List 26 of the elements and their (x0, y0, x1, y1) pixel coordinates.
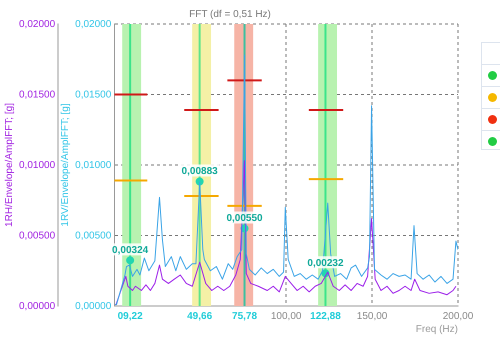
x-tick-label: 150,00 (356, 310, 388, 322)
ref-line-label: 49,66 (187, 310, 213, 322)
ref-line-label: 09,22 (118, 310, 144, 322)
x-tick-label: 200,00 (442, 310, 474, 322)
y2-tick-label: 0,01500 (75, 89, 112, 100)
y2-tick-label: 0,01000 (75, 160, 112, 171)
x-axis-title: Freq (Hz) (416, 324, 458, 335)
ref-line-label: 122,88 (310, 310, 342, 322)
y-tick-label: 0,01000 (18, 160, 56, 171)
x-tick-label: 100,00 (270, 310, 302, 322)
y-tick-label: 0,01500 (18, 89, 56, 100)
y-tick-label: 0,00500 (18, 230, 56, 242)
data-label: 0,00232 (307, 258, 344, 270)
y2-axis-title: 1RV/Envelope/AmplFFT; [g] (60, 103, 71, 227)
y-axis-title: 1RH/Envelope/AmplFFT; [g] (4, 102, 15, 227)
data-label: 0,00324 (112, 245, 149, 256)
point (126, 256, 134, 264)
data-label: 0,00883 (182, 166, 218, 178)
y2-tick-label: 0,00000 (75, 300, 112, 312)
data-label: 0,00550 (226, 213, 264, 224)
y2-tick-label: 0,00500 (75, 230, 112, 242)
y-tick-label: 0,02000 (18, 18, 56, 30)
y2-tick-label: 0,02000 (75, 18, 112, 30)
y-tick-label: 0,00000 (18, 300, 56, 312)
ref-line-label: 75,78 (232, 310, 258, 322)
chart-title: FFT (df = 0,51 Hz) (189, 8, 271, 20)
